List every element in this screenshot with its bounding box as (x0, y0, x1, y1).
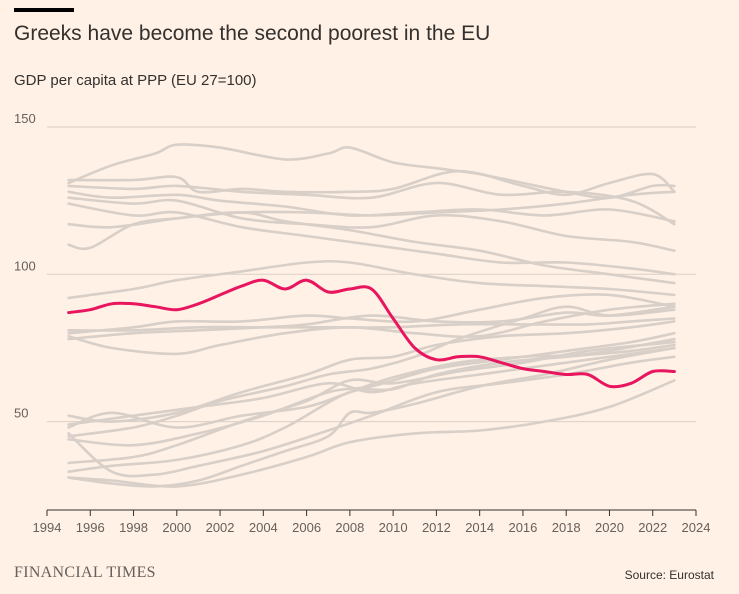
ft-top-bar (14, 8, 74, 12)
x-tick-label: 2014 (465, 520, 494, 535)
country-line (67, 343, 676, 473)
country-line (67, 305, 676, 341)
x-tick-label: 2022 (638, 520, 667, 535)
country-line (67, 143, 676, 200)
country-line (67, 181, 676, 226)
country-line (67, 169, 676, 197)
greece-line (67, 278, 676, 389)
y-axis: 50 100 150 (14, 111, 36, 421)
x-tick-label: 2008 (335, 520, 364, 535)
x-tick-label: 2006 (292, 520, 321, 535)
x-tick-label: 2012 (422, 520, 451, 535)
country-line (67, 320, 676, 423)
y-tick-label: 150 (14, 111, 36, 126)
country-line (67, 317, 676, 332)
x-axis: 1994 1996 1998 2000 2002 2004 2006 2008 2010 2012… (33, 509, 711, 535)
country-line (67, 211, 676, 285)
x-tick-label: 2018 (552, 520, 581, 535)
x-tick-label: 2000 (162, 520, 191, 535)
country-line (67, 259, 676, 300)
x-tick-label: 2016 (508, 520, 537, 535)
chart-subtitle: GDP per capita at PPP (EU 27=100) (14, 72, 257, 89)
x-tick-label: 1998 (119, 520, 148, 535)
ft-logo: FINANCIAL TIMES (14, 564, 156, 581)
country-line (67, 196, 676, 252)
highlight-series (67, 278, 676, 389)
x-tick-label: 1996 (76, 520, 105, 535)
y-tick-label: 50 (14, 406, 28, 421)
country-line (67, 202, 676, 276)
gridlines (47, 126, 696, 423)
country-line (67, 302, 676, 356)
y-tick-label: 100 (14, 258, 36, 273)
country-line (67, 305, 676, 438)
country-line (67, 346, 676, 426)
x-tick-label: 2010 (379, 520, 408, 535)
chart-title: Greeks have become the second poorest in… (14, 22, 491, 45)
x-tick-label: 1994 (33, 520, 62, 535)
x-tick-label: 2020 (595, 520, 624, 535)
x-tick-label: 2002 (206, 520, 235, 535)
x-tick-label: 2024 (682, 520, 711, 535)
country-line (67, 379, 676, 488)
source-note: Source: Eurostat (624, 568, 714, 582)
country-line (67, 331, 676, 447)
x-tick-label: 2004 (249, 520, 278, 535)
background-series (67, 143, 676, 488)
